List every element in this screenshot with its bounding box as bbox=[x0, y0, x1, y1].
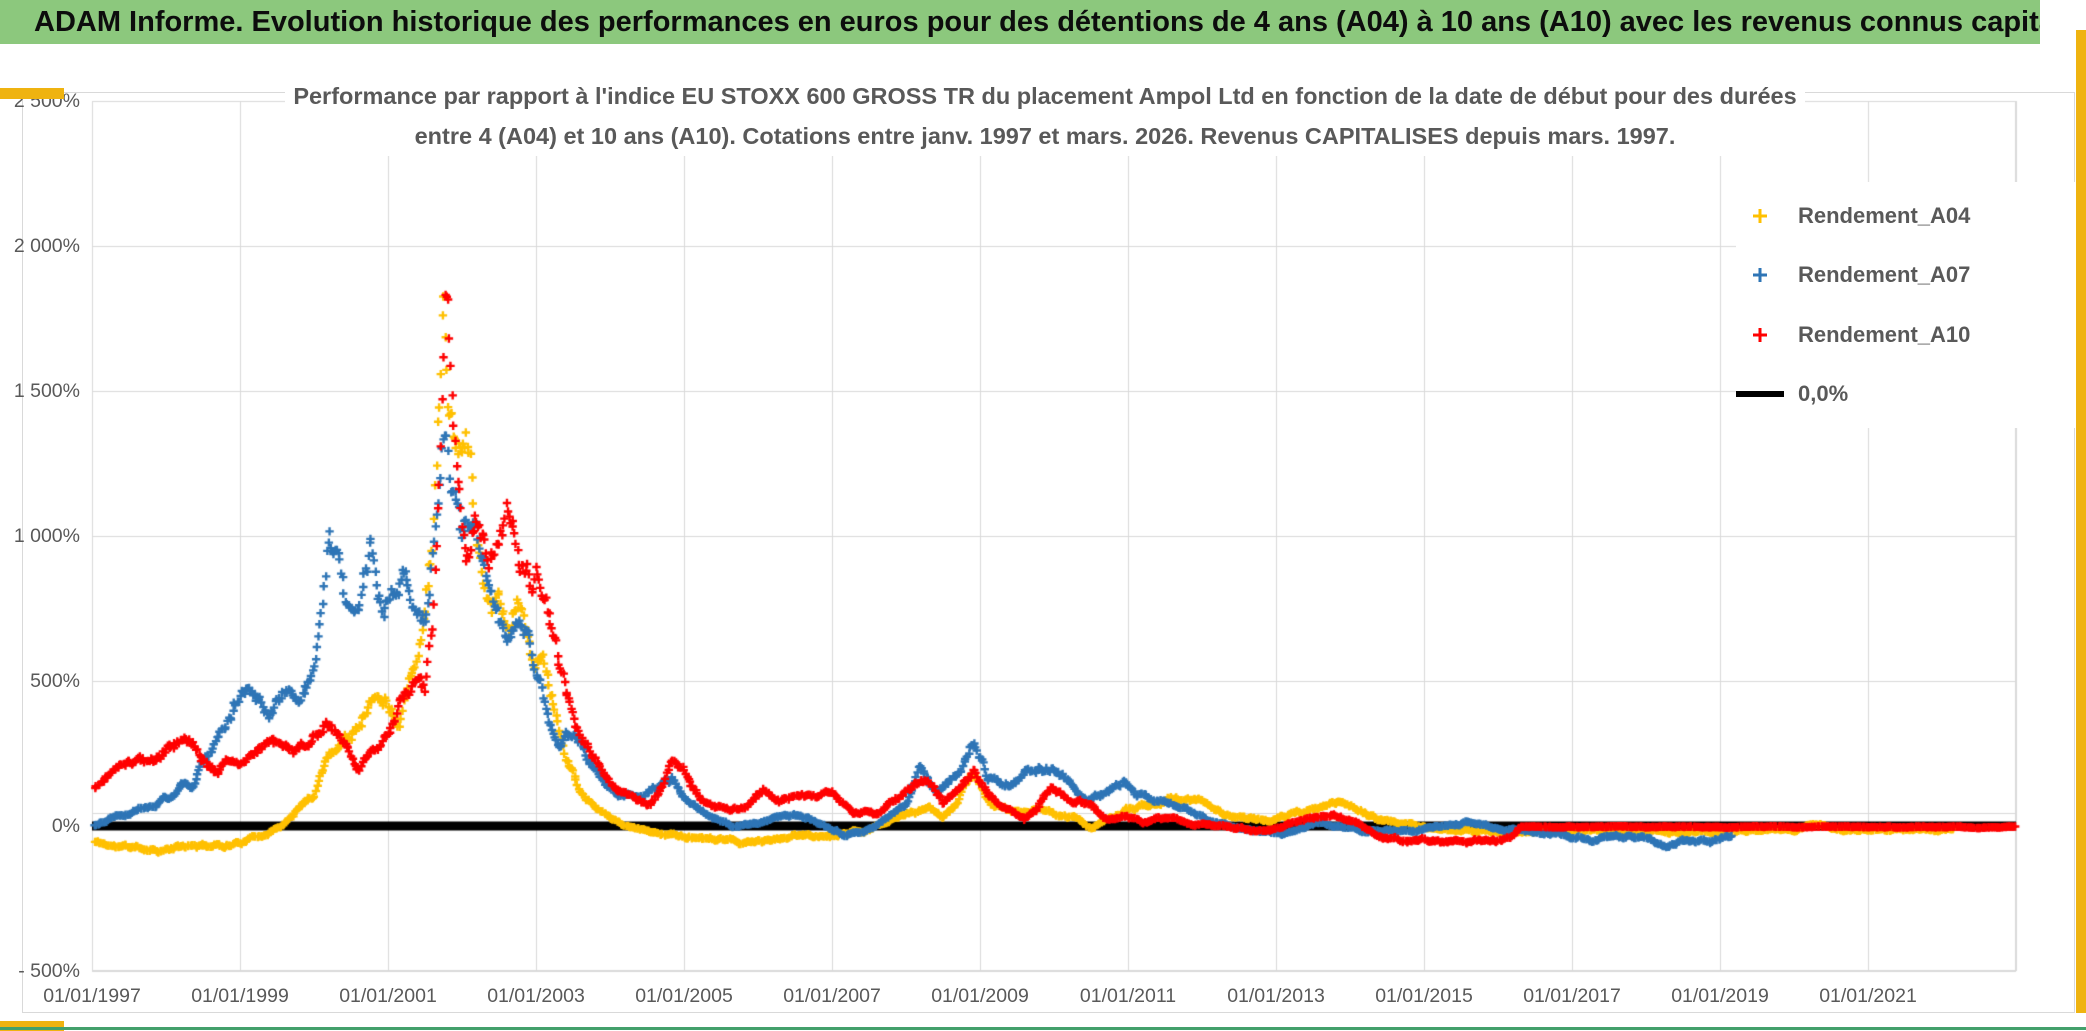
legend-label: Rendement_A10 bbox=[1798, 321, 1971, 347]
x-axis-tick-label: 01/01/2003 bbox=[487, 985, 585, 1007]
chart-title-line2: entre 4 (A04) et 10 ans (A10). Cotations… bbox=[414, 123, 1676, 149]
legend-label: Rendement_A07 bbox=[1798, 262, 1971, 288]
x-axis-tick-label: 01/01/2015 bbox=[1375, 985, 1473, 1007]
bottom-border-line bbox=[0, 1027, 2086, 1030]
x-axis-tick-label: 01/01/2011 bbox=[1079, 985, 1177, 1007]
x-axis-tick-label: 01/01/2007 bbox=[783, 985, 881, 1007]
chart-title-line1: Performance par rapport à l'indice EU ST… bbox=[293, 83, 1797, 109]
y-axis-tick-label: 0% bbox=[51, 815, 80, 837]
y-axis-tick-label: 500% bbox=[30, 670, 80, 692]
gold-cell-tab bbox=[0, 88, 64, 99]
x-axis-tick-label: 01/01/2013 bbox=[1227, 985, 1325, 1007]
y-axis-tick-label: 2 000% bbox=[13, 235, 80, 257]
y-axis-tick-label: - 500% bbox=[18, 960, 80, 982]
legend-item-0-0-[interactable]: 0,0% bbox=[1736, 374, 2082, 414]
y-axis-tick-label: 1 500% bbox=[13, 380, 80, 402]
x-axis-tick-label: 01/01/1999 bbox=[191, 985, 289, 1007]
legend-plus-marker-icon bbox=[1736, 267, 1784, 283]
gold-corner-cell bbox=[0, 1021, 64, 1031]
x-axis-tick-label: 01/01/1997 bbox=[43, 985, 141, 1007]
legend-item-rendement-a07[interactable]: Rendement_A07 bbox=[1736, 255, 2082, 295]
x-axis-tick-label: 01/01/2021 bbox=[1819, 985, 1917, 1007]
legend-label: 0,0% bbox=[1798, 381, 1849, 407]
x-axis-tick-label: 01/01/2017 bbox=[1523, 985, 1621, 1007]
legend-plus-marker-icon bbox=[1736, 208, 1784, 224]
legend-label: Rendement_A04 bbox=[1798, 202, 1971, 228]
chart-legend: Rendement_A04 Rendement_A07 Rendement_A10 0… bbox=[1736, 182, 2082, 428]
chart-title: Performance par rapport à l'indice EU ST… bbox=[285, 76, 1805, 156]
x-axis-tick-label: 01/01/2005 bbox=[635, 985, 733, 1007]
x-axis-tick-label: 01/01/2009 bbox=[931, 985, 1029, 1007]
x-axis-tick-label: 01/01/2001 bbox=[339, 985, 437, 1007]
x-axis-tick-label: 01/01/2019 bbox=[1671, 985, 1769, 1007]
legend-line-swatch bbox=[1736, 390, 1784, 398]
gold-border-strip bbox=[2076, 30, 2086, 1013]
y-axis-tick-label: 1 000% bbox=[13, 525, 80, 547]
legend-item-rendement-a04[interactable]: Rendement_A04 bbox=[1736, 196, 2082, 236]
legend-plus-marker-icon bbox=[1736, 327, 1784, 343]
legend-item-rendement-a10[interactable]: Rendement_A10 bbox=[1736, 315, 2082, 355]
